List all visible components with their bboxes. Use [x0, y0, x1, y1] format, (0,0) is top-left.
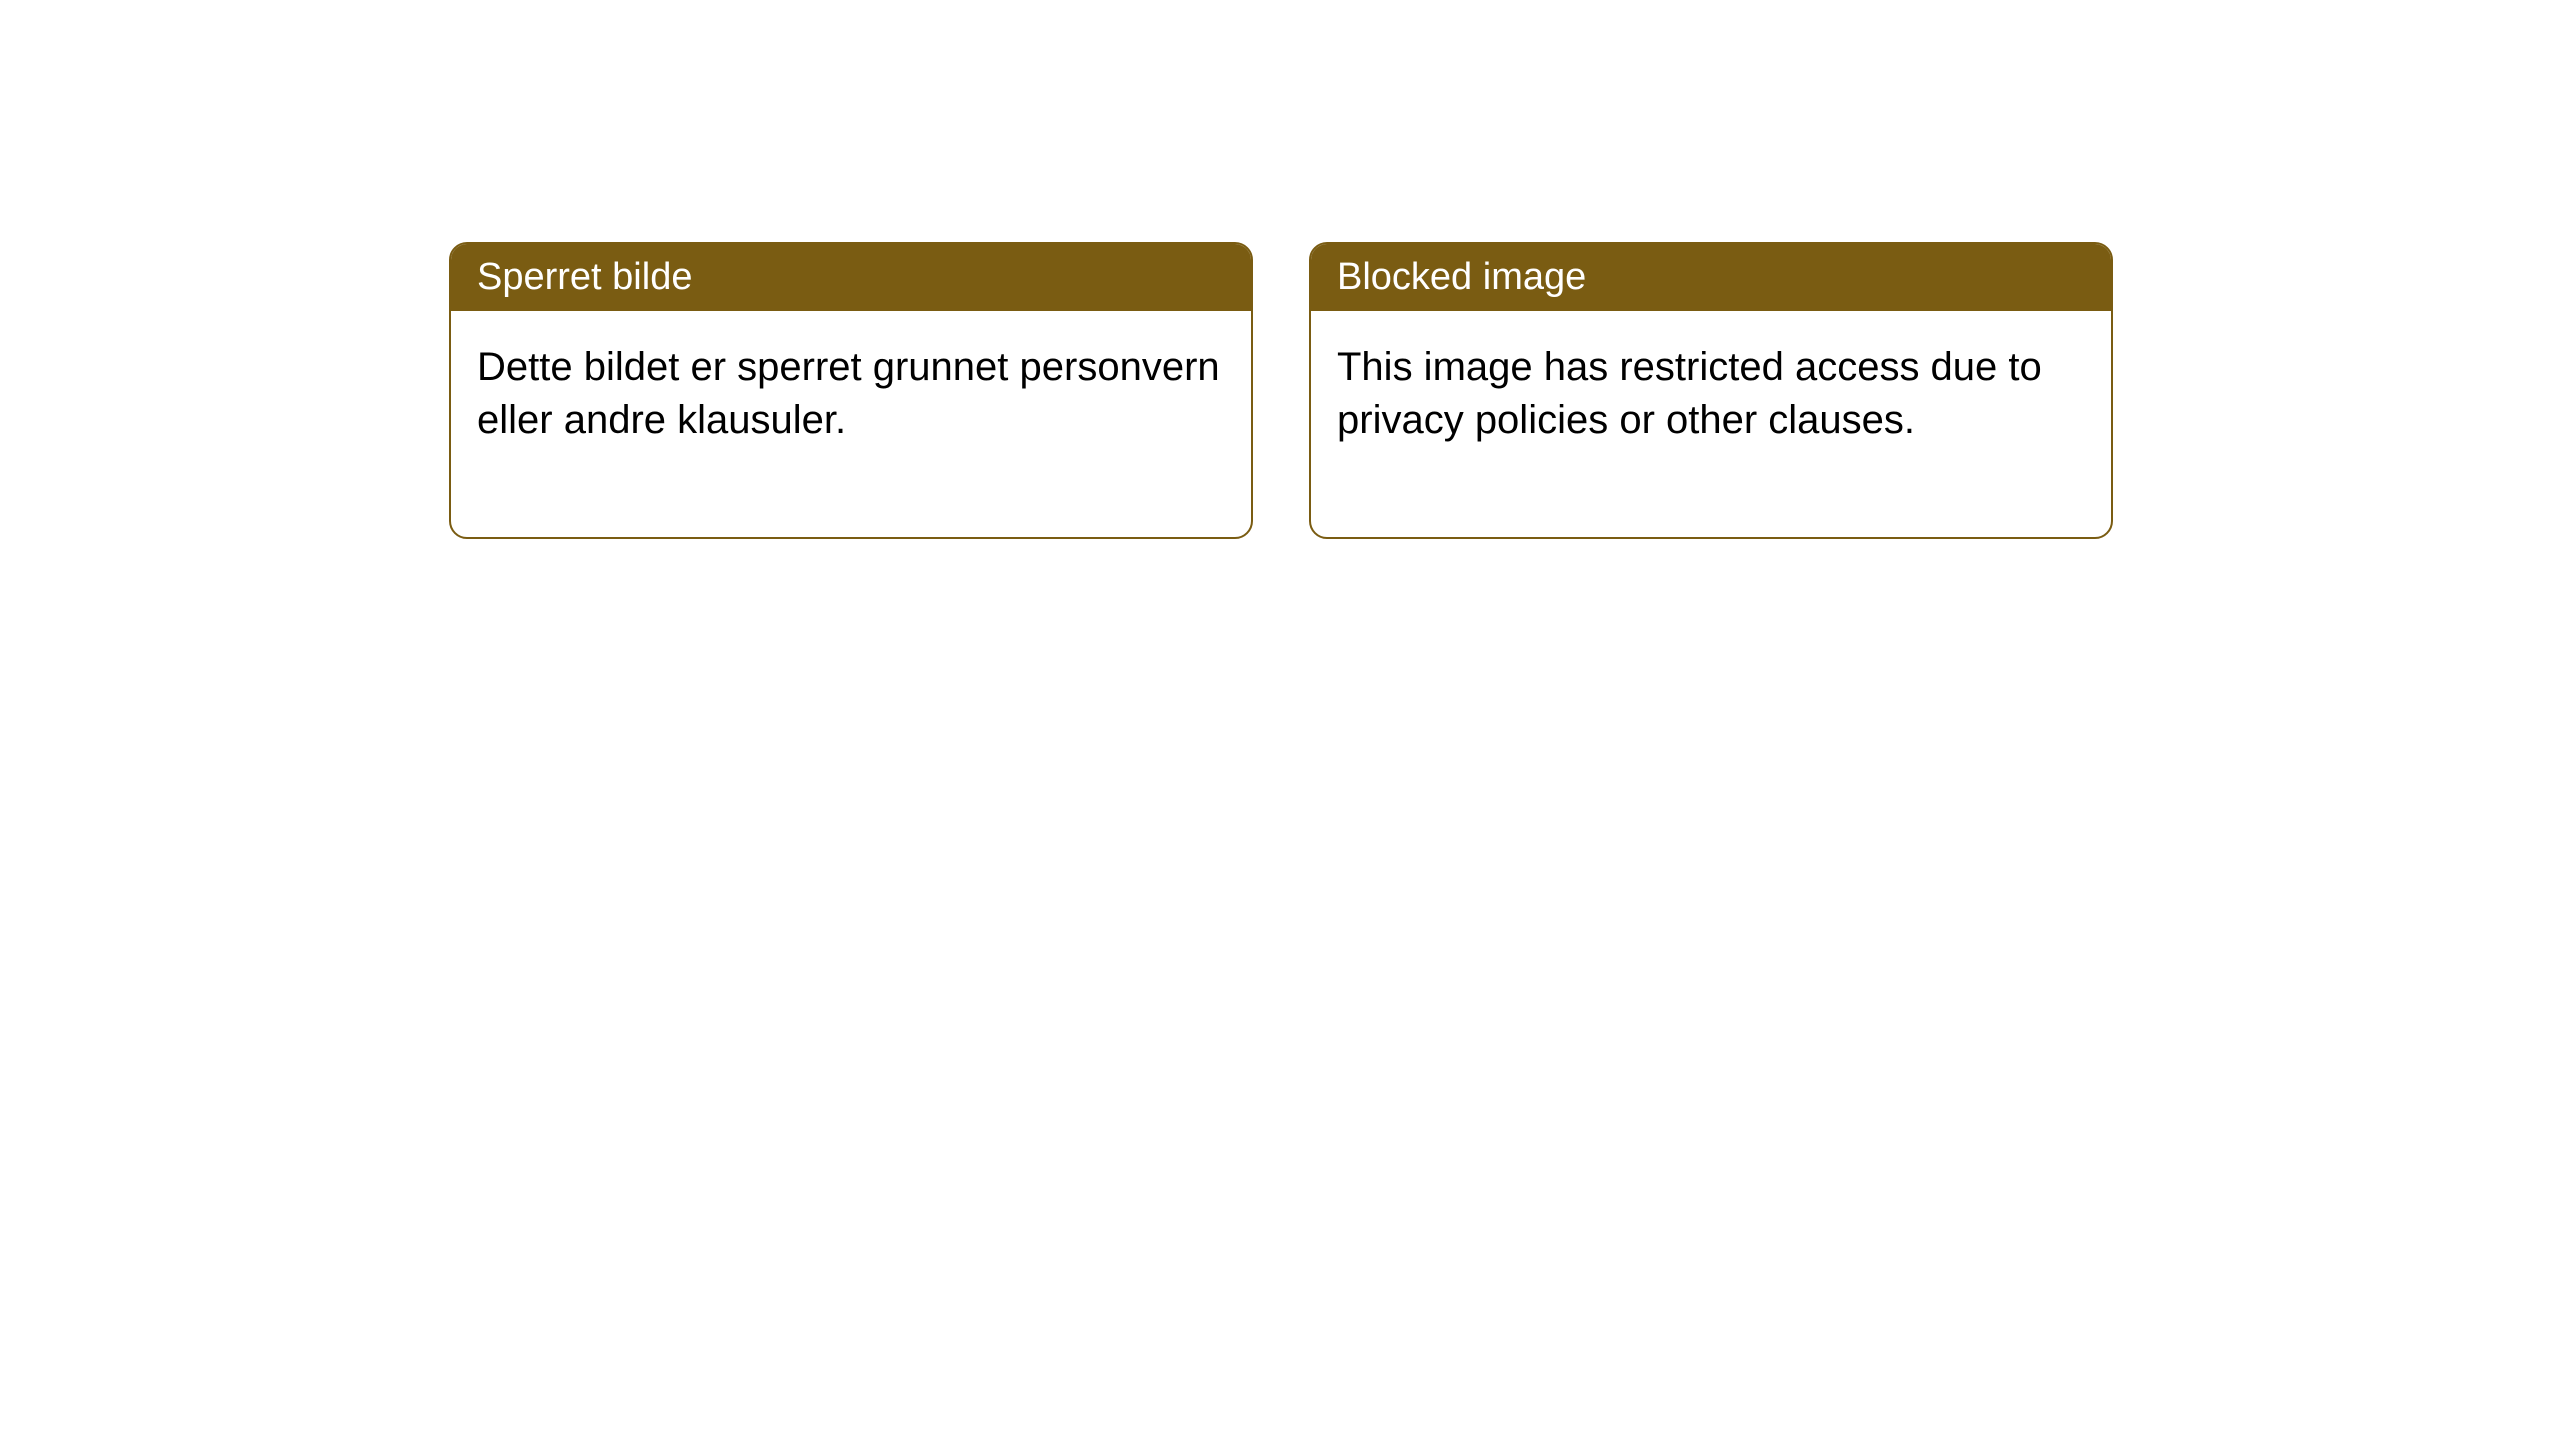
notice-container: Sperret bilde Dette bildet er sperret gr…: [449, 242, 2113, 539]
notice-header: Blocked image: [1311, 244, 2111, 311]
notice-header: Sperret bilde: [451, 244, 1251, 311]
notice-body: Dette bildet er sperret grunnet personve…: [451, 311, 1251, 537]
notice-card-english: Blocked image This image has restricted …: [1309, 242, 2113, 539]
notice-body: This image has restricted access due to …: [1311, 311, 2111, 537]
notice-card-norwegian: Sperret bilde Dette bildet er sperret gr…: [449, 242, 1253, 539]
